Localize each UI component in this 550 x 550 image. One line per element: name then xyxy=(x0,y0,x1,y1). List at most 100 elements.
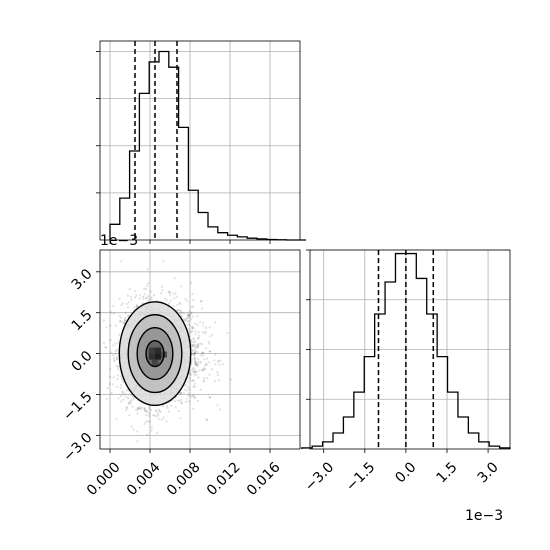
joint-scatter-point xyxy=(214,353,217,356)
joint-scatter-point xyxy=(207,361,210,364)
joint-scatter-point xyxy=(208,350,211,353)
joint-scatter-point xyxy=(117,341,120,344)
joint-scatter-point xyxy=(121,301,124,305)
joint-scatter-point xyxy=(203,379,206,382)
joint-scatter-point xyxy=(178,399,181,402)
joint-scatter-point xyxy=(201,354,204,357)
joint-scatter-point xyxy=(162,405,165,408)
joint-scatter-point xyxy=(111,383,114,386)
joint-scatter-point xyxy=(193,351,196,354)
joint-scatter-point xyxy=(168,302,171,305)
joint-scatter-point xyxy=(192,299,195,302)
joint-scatter-point xyxy=(199,360,202,363)
joint-scatter-point xyxy=(200,369,203,372)
joint-scatter-point xyxy=(136,304,139,307)
joint-scatter-point xyxy=(194,362,198,365)
joint-scatter-point xyxy=(196,363,200,366)
joint-y-label-1: −1.5 xyxy=(60,389,95,424)
joint-scatter-point xyxy=(209,335,212,338)
joint-scatter-point xyxy=(123,322,126,325)
joint-scatter-point xyxy=(121,391,124,394)
joint-scatter-point xyxy=(115,349,118,352)
joint-scatter-point xyxy=(190,339,193,342)
joint-scatter-point xyxy=(105,397,108,400)
histogram-param1-panel xyxy=(96,40,306,244)
joint-scatter-point xyxy=(122,398,125,401)
joint-scatter-point xyxy=(104,346,107,349)
joint-scatter-point xyxy=(116,365,119,368)
joint-scatter-point xyxy=(185,319,188,322)
joint-scatter-point xyxy=(194,344,197,347)
joint-scatter-point xyxy=(192,341,195,344)
joint-scatter-point xyxy=(180,310,183,313)
joint-scatter-point xyxy=(189,372,192,375)
joint-scatter-point xyxy=(162,416,165,419)
joint-scatter-point xyxy=(137,407,140,410)
joint-scatter-point xyxy=(157,417,160,421)
joint-scatter-point xyxy=(110,311,113,314)
joint-scatter-point xyxy=(187,394,190,397)
joint-scatter-point xyxy=(115,357,119,360)
joint-scatter-point xyxy=(126,294,129,297)
joint-scatter-point xyxy=(115,385,119,388)
joint-plot-area xyxy=(102,259,232,443)
joint-scatter-point xyxy=(119,386,122,389)
joint-scatter-point xyxy=(198,334,201,337)
joint-scatter-point xyxy=(201,351,204,354)
joint-scatter-point xyxy=(190,331,193,334)
joint-scatter-point xyxy=(148,420,151,423)
joint-scatter-point xyxy=(155,415,158,418)
joint-scatter-point xyxy=(120,400,123,403)
joint-scatter-point xyxy=(188,388,191,391)
joint-scatter-point xyxy=(193,360,196,363)
joint-scatter-point xyxy=(190,281,193,284)
joint-density-core-1 xyxy=(155,347,161,354)
joint-scatter-point xyxy=(197,337,200,340)
joint-scatter-point xyxy=(187,328,190,331)
joint-scatter-point xyxy=(186,317,189,320)
joint-scatter-point xyxy=(109,324,112,327)
joint-scatter-point xyxy=(194,363,197,366)
joint-scatter-point xyxy=(203,358,206,361)
joint-scatter-point xyxy=(124,319,127,322)
joint-scatter-point xyxy=(150,426,153,429)
joint-scatter-point xyxy=(197,344,200,347)
joint-scatter-point xyxy=(202,368,206,371)
joint-scatter-point xyxy=(194,330,197,333)
joint-scatter-point xyxy=(193,396,196,399)
joint-scatter-point xyxy=(146,410,149,413)
joint-scatter-point xyxy=(190,345,193,348)
joint-scatter-point xyxy=(152,294,156,297)
joint-scatter-point xyxy=(149,290,153,293)
joint-scatter-point xyxy=(205,362,208,365)
joint-scatter-point xyxy=(110,351,113,354)
joint-scatter-point xyxy=(117,397,120,400)
joint-scatter-point xyxy=(119,320,122,323)
joint-scatter-point xyxy=(194,350,197,353)
joint-contour-1 xyxy=(127,314,183,394)
joint-scatter-point xyxy=(196,361,199,364)
joint-scatter-point xyxy=(159,410,162,413)
joint-scatter-point xyxy=(202,352,205,355)
joint-scatter-point xyxy=(113,358,116,361)
joint-scatter-point xyxy=(216,371,219,374)
joint-scatter-point xyxy=(202,324,205,327)
joint-scatter-point xyxy=(153,414,156,417)
joint-scatter-point xyxy=(188,314,191,317)
joint-scatter-point xyxy=(203,367,206,370)
joint-scatter-point xyxy=(193,367,196,371)
joint-scatter-point xyxy=(119,395,122,398)
joint-scatter-point xyxy=(187,323,190,326)
joint-scatter-point xyxy=(186,312,189,315)
joint-scatter-point xyxy=(126,306,130,309)
joint-scatter-point xyxy=(130,296,133,299)
joint-scatter-point xyxy=(102,342,106,345)
joint-y-exponent-label: 1e−3 xyxy=(100,233,138,249)
joint-scatter-point xyxy=(187,313,190,316)
joint-scatter-point xyxy=(119,384,123,387)
joint-scatter-point xyxy=(149,409,152,412)
joint-scatter-point xyxy=(205,418,208,421)
joint-scatter-point xyxy=(134,290,137,293)
joint-scatter-point xyxy=(193,338,196,341)
joint-scatter-point xyxy=(127,314,130,317)
